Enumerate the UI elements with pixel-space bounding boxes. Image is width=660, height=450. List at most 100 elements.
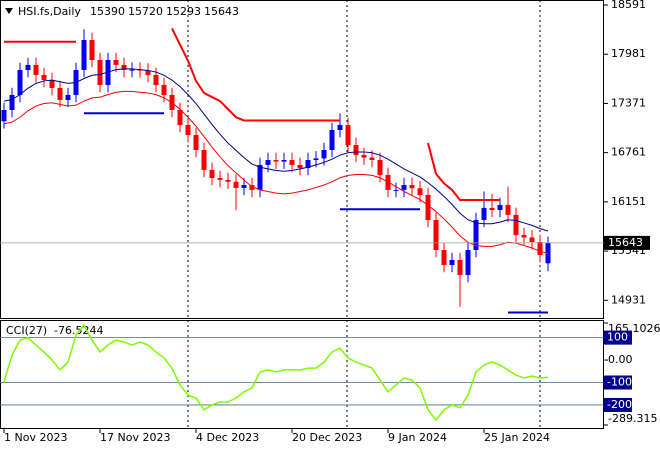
candle-body	[313, 158, 319, 161]
x-tick-label: 25 Jan 2024	[484, 431, 550, 444]
low-value: 15293	[166, 5, 201, 18]
candle-body	[209, 169, 215, 179]
level-box	[604, 375, 632, 390]
candle-body	[289, 160, 295, 165]
candle-body	[201, 150, 207, 170]
candle-body	[81, 40, 87, 70]
candle-body	[401, 185, 407, 190]
candle-body	[537, 241, 543, 255]
x-tick-label: 9 Jan 2024	[388, 431, 447, 444]
y-tick-label: 16761	[611, 146, 646, 159]
series-line	[3, 68, 549, 232]
y-tick-label: 17981	[611, 47, 646, 60]
series-line	[171, 28, 340, 122]
menu-arrow[interactable]	[5, 8, 13, 14]
candle-body	[129, 69, 135, 71]
chart-title: HSI.fs,Daily	[18, 5, 81, 18]
series-line	[3, 323, 549, 422]
candle-body	[161, 84, 167, 95]
y-tick-label: 0.00	[608, 353, 633, 366]
candle-body	[521, 234, 527, 238]
candle-body	[185, 124, 191, 135]
level-box	[604, 330, 632, 345]
candle-body	[489, 207, 495, 211]
series-line	[427, 142, 500, 201]
candle-body	[481, 207, 487, 220]
cci-panel	[0, 320, 604, 429]
candle-body	[233, 181, 239, 188]
candle-body	[249, 185, 255, 190]
candle-body	[217, 178, 223, 180]
candle-body	[385, 174, 391, 190]
candle-body	[265, 160, 271, 165]
high-value: 15720	[128, 5, 163, 18]
candle-body	[121, 64, 127, 70]
open-value: 15390	[90, 5, 125, 18]
candle-body	[281, 160, 287, 162]
candle-body	[257, 164, 263, 190]
y-tick-label: 100	[607, 331, 628, 344]
y-tick-label: 16151	[611, 195, 646, 208]
candle-body	[345, 124, 351, 146]
candle-body	[25, 64, 31, 70]
candle-body	[65, 94, 71, 100]
candle-body	[505, 204, 511, 215]
candle-body	[17, 69, 23, 95]
y-tick-label: 18591	[611, 0, 646, 11]
y-tick-label: -200	[607, 398, 632, 411]
candle-body	[393, 189, 399, 191]
candle-body	[545, 242, 551, 264]
cci-title: CCI(27)	[6, 324, 47, 337]
main-panel	[0, 0, 604, 319]
candle-body	[193, 134, 199, 151]
candle-body	[241, 185, 247, 188]
candle-body	[41, 74, 47, 80]
series-line	[3, 90, 549, 255]
candle-body	[113, 59, 119, 65]
x-tick-label: 1 Nov 2023	[4, 431, 67, 444]
candle-body	[9, 94, 15, 110]
price-box	[604, 235, 650, 250]
y-tick-label: -289.315	[608, 412, 657, 425]
candle-body	[177, 109, 183, 125]
candle-body	[449, 259, 455, 265]
candle-body	[441, 249, 447, 265]
candle-body	[329, 129, 335, 151]
y-tick-label: 17371	[611, 96, 646, 109]
candle-body	[225, 179, 231, 182]
candle-body	[425, 194, 431, 220]
candle-body	[57, 87, 63, 100]
candle-body	[457, 259, 463, 275]
candle-body	[369, 157, 375, 161]
candle-body	[377, 160, 383, 175]
candle-body	[353, 145, 359, 156]
x-tick-label: 4 Dec 2023	[196, 431, 259, 444]
candle-body	[273, 160, 279, 162]
candle-body	[361, 155, 367, 158]
y-tick-label: 14931	[611, 293, 646, 306]
x-tick-label: 17 Nov 2023	[100, 431, 170, 444]
candle-body	[1, 109, 7, 122]
level-box	[604, 397, 632, 412]
candle-body	[49, 79, 55, 88]
candle-body	[433, 219, 439, 250]
candle-body	[417, 188, 423, 195]
candle-body	[337, 124, 343, 130]
candle-body	[497, 204, 503, 211]
candle-body	[465, 249, 471, 275]
price-label: 15643	[608, 236, 643, 249]
y-tick-label: -100	[607, 376, 632, 389]
candle-body	[89, 40, 95, 60]
candle-body	[513, 214, 519, 235]
candle-body	[321, 150, 327, 159]
candle-body	[145, 70, 151, 75]
x-tick-label: 20 Dec 2023	[292, 431, 362, 444]
candle-body	[529, 237, 535, 242]
candle-body	[473, 219, 479, 250]
candle-body	[297, 164, 303, 168]
candle-body	[305, 160, 311, 168]
candle-body	[409, 185, 415, 189]
close-value: 15643	[204, 5, 239, 18]
candle-body	[153, 74, 159, 85]
